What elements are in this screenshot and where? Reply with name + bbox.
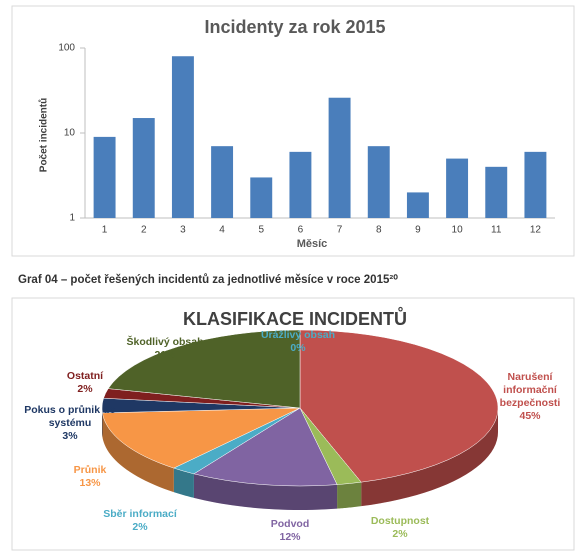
- pie-label: Škodlivý obsah 21%: [110, 336, 220, 362]
- x-tick-label: 10: [452, 225, 464, 236]
- pie-label: Narušení informační bezpečnosti 45%: [490, 371, 570, 423]
- pie-label-value: 45%: [519, 410, 541, 422]
- pie-label-value: 2%: [392, 528, 408, 540]
- pie-label: Urážlivý obsah 0%: [248, 329, 348, 355]
- pie-label-value: 2%: [77, 383, 93, 395]
- pie-label-value: 2%: [132, 521, 148, 533]
- slice: [299, 329, 499, 483]
- pie-label-name: Urážlivý obsah: [260, 329, 336, 341]
- bar: [485, 166, 508, 218]
- bar: [93, 136, 116, 218]
- x-axis-label: Měsíc: [297, 238, 328, 250]
- slice-side-shade: [102, 412, 174, 493]
- x-tick-label: 1: [102, 225, 108, 236]
- slice: [107, 329, 301, 409]
- y-tick-label: 100: [58, 43, 75, 54]
- slice-side-shade: [337, 482, 362, 509]
- bar: [132, 118, 155, 218]
- bar: [446, 158, 469, 218]
- pie-label-value: 3%: [62, 430, 78, 442]
- slice-side: [102, 412, 174, 493]
- bar: [406, 192, 429, 218]
- slice-side: [193, 473, 338, 510]
- bar: [211, 146, 234, 218]
- x-tick-label: 12: [530, 225, 542, 236]
- pie-label-name: Sběr informací: [103, 508, 177, 520]
- pie-label-value: 13%: [79, 477, 101, 489]
- x-tick-label: 5: [258, 225, 264, 236]
- pie-label: Průnik 13%: [55, 464, 125, 490]
- slice: [193, 407, 338, 487]
- slice-side: [361, 408, 498, 507]
- x-tick-label: 2: [141, 225, 147, 236]
- x-tick-label: 11: [491, 225, 502, 236]
- pie-label: Sběr informací 2%: [95, 508, 185, 534]
- pie-label: Dostupnost 2%: [360, 515, 440, 541]
- bar: [250, 177, 273, 218]
- x-tick-label: 9: [415, 225, 421, 236]
- pie-label-name: Narušení informační bezpečnosti: [499, 371, 561, 409]
- pie-label-name: Ostatní: [66, 370, 104, 382]
- slice-side: [173, 468, 194, 498]
- bar: [367, 146, 390, 218]
- bar: [524, 151, 547, 218]
- caption: Graf 04 – počet řešených incidentů za je…: [18, 274, 398, 286]
- pie-label-name: Podvod: [270, 518, 310, 530]
- slice-side-shade: [361, 408, 498, 507]
- pie-label: Pokus o průnik do systému 3%: [15, 404, 125, 443]
- slice: [102, 407, 301, 469]
- pie-label: Podvod 12%: [250, 518, 330, 544]
- pie-label-name: Dostupnost: [370, 515, 430, 527]
- slice-side: [337, 482, 362, 509]
- chart-title: KLASIFIKACE INCIDENTŮ: [183, 307, 407, 329]
- y-axis-label: Počet incidentů: [38, 98, 50, 172]
- pie-label-name: Pokus o průnik do systému: [24, 404, 116, 429]
- pie-label-value: 21%: [154, 349, 176, 361]
- bar: [171, 56, 194, 218]
- pie-label-name: Průnik: [73, 464, 107, 476]
- bar: [328, 97, 351, 218]
- x-tick-label: 3: [180, 225, 186, 236]
- chart-title: Incidenty za rok 2015: [204, 17, 385, 37]
- bar: [289, 151, 312, 218]
- x-tick-label: 7: [337, 225, 343, 236]
- x-tick-label: 6: [298, 225, 304, 236]
- y-tick-label: 10: [64, 128, 76, 139]
- x-tick-label: 4: [219, 225, 225, 236]
- pie-label-value: 12%: [279, 531, 301, 543]
- pie-label-name: Škodlivý obsah: [126, 336, 204, 348]
- y-tick-label: 1: [69, 213, 75, 224]
- x-tick-label: 8: [376, 225, 382, 236]
- pie-label: Ostatní 2%: [50, 370, 120, 396]
- pie-label-value: 0%: [290, 342, 306, 354]
- slice-side-shade: [193, 473, 338, 510]
- slice-side-shade: [173, 468, 194, 498]
